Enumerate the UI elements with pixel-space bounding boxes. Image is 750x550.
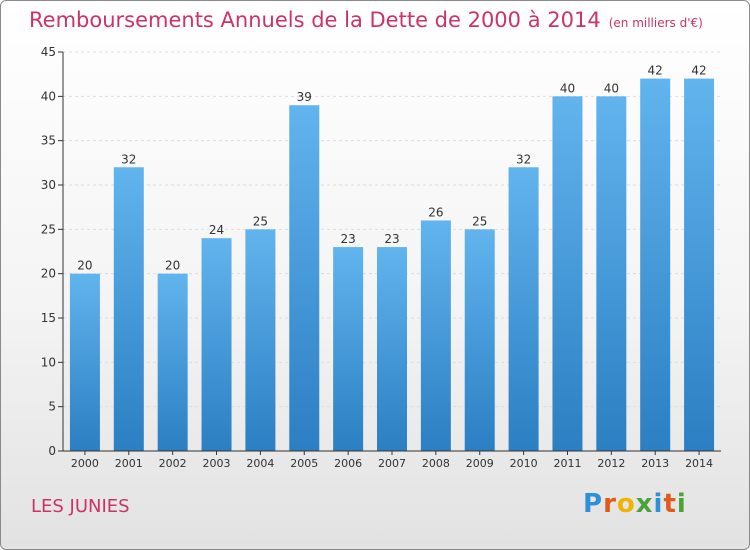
x-tick-label: 2012 (597, 457, 625, 470)
logo-letter: i (676, 489, 687, 519)
data-label: 39 (297, 90, 312, 104)
data-label: 24 (209, 223, 224, 237)
bar (201, 238, 232, 451)
bar (333, 247, 364, 451)
y-tick-label: 20 (41, 267, 56, 281)
y-tick-label: 45 (41, 45, 56, 59)
logo-letter: o (616, 489, 636, 519)
y-tick-label: 10 (41, 355, 56, 369)
data-label: 42 (691, 64, 706, 78)
bar (640, 78, 671, 451)
bar (596, 96, 627, 451)
unit-label: (en milliers d'€) (608, 16, 703, 30)
bar (289, 105, 320, 451)
data-label: 23 (384, 232, 399, 246)
proxiti-logo: Proxiti (583, 489, 687, 519)
y-tick-label: 30 (41, 178, 56, 192)
data-label: 40 (604, 81, 619, 95)
bar (508, 167, 539, 451)
logo-letter: i (653, 489, 664, 519)
data-labels: 20 32 20 24 25 39 23 23 26 25 32 40 40 42 42 (77, 64, 706, 273)
bar (377, 247, 407, 451)
bar (245, 229, 276, 451)
bar (684, 78, 715, 451)
x-tick-label: 2000 (71, 457, 99, 470)
logo-letter: t (663, 489, 677, 519)
data-label: 20 (165, 259, 180, 273)
bar (113, 167, 144, 451)
x-tick-label: 2005 (290, 457, 318, 470)
x-tick-label: 2007 (378, 457, 406, 470)
title-text: Remboursements Annuels de la Dette de 20… (29, 8, 601, 32)
data-label: 32 (516, 152, 531, 166)
axes: 0 5 10 15 20 25 30 35 40 45 2000 2001 2002 2003 2004 20… (41, 45, 721, 470)
x-tick-label: 2004 (246, 457, 274, 470)
chart-title: Remboursements Annuels de la Dette de 20… (29, 8, 703, 32)
logo-letter: x (635, 489, 654, 519)
data-label: 25 (253, 214, 268, 228)
x-tick-label: 2003 (203, 457, 231, 470)
x-tick-label: 2002 (159, 457, 187, 470)
logo-letter: r (603, 489, 617, 519)
logo-letter: P (583, 489, 604, 519)
bar (552, 96, 583, 451)
x-tick-label: 2013 (641, 457, 669, 470)
x-tick-label: 2011 (553, 457, 581, 470)
data-label: 32 (121, 152, 136, 166)
data-label: 20 (77, 259, 92, 273)
bars (69, 78, 715, 451)
y-tick-label: 25 (41, 222, 56, 236)
commune-name: LES JUNIES (31, 496, 130, 517)
bar (464, 229, 495, 451)
data-label: 25 (472, 214, 487, 228)
bar (420, 220, 451, 451)
data-label: 26 (428, 205, 443, 219)
y-tick-label: 15 (41, 311, 56, 325)
x-tick-label: 2006 (334, 457, 362, 470)
data-label: 42 (648, 64, 663, 78)
bar (157, 273, 188, 451)
y-tick-label: 0 (48, 444, 56, 458)
x-tick-label: 2001 (115, 457, 143, 470)
x-tick-label: 2010 (510, 457, 538, 470)
data-label: 40 (560, 81, 575, 95)
y-tick-label: 5 (48, 400, 56, 414)
y-tick-label: 40 (41, 89, 56, 103)
data-label: 23 (340, 232, 355, 246)
x-tick-label: 2008 (422, 457, 450, 470)
bar (69, 273, 100, 451)
y-tick-label: 35 (41, 134, 56, 148)
x-tick-label: 2014 (685, 457, 713, 470)
x-tick-label: 2009 (466, 457, 494, 470)
